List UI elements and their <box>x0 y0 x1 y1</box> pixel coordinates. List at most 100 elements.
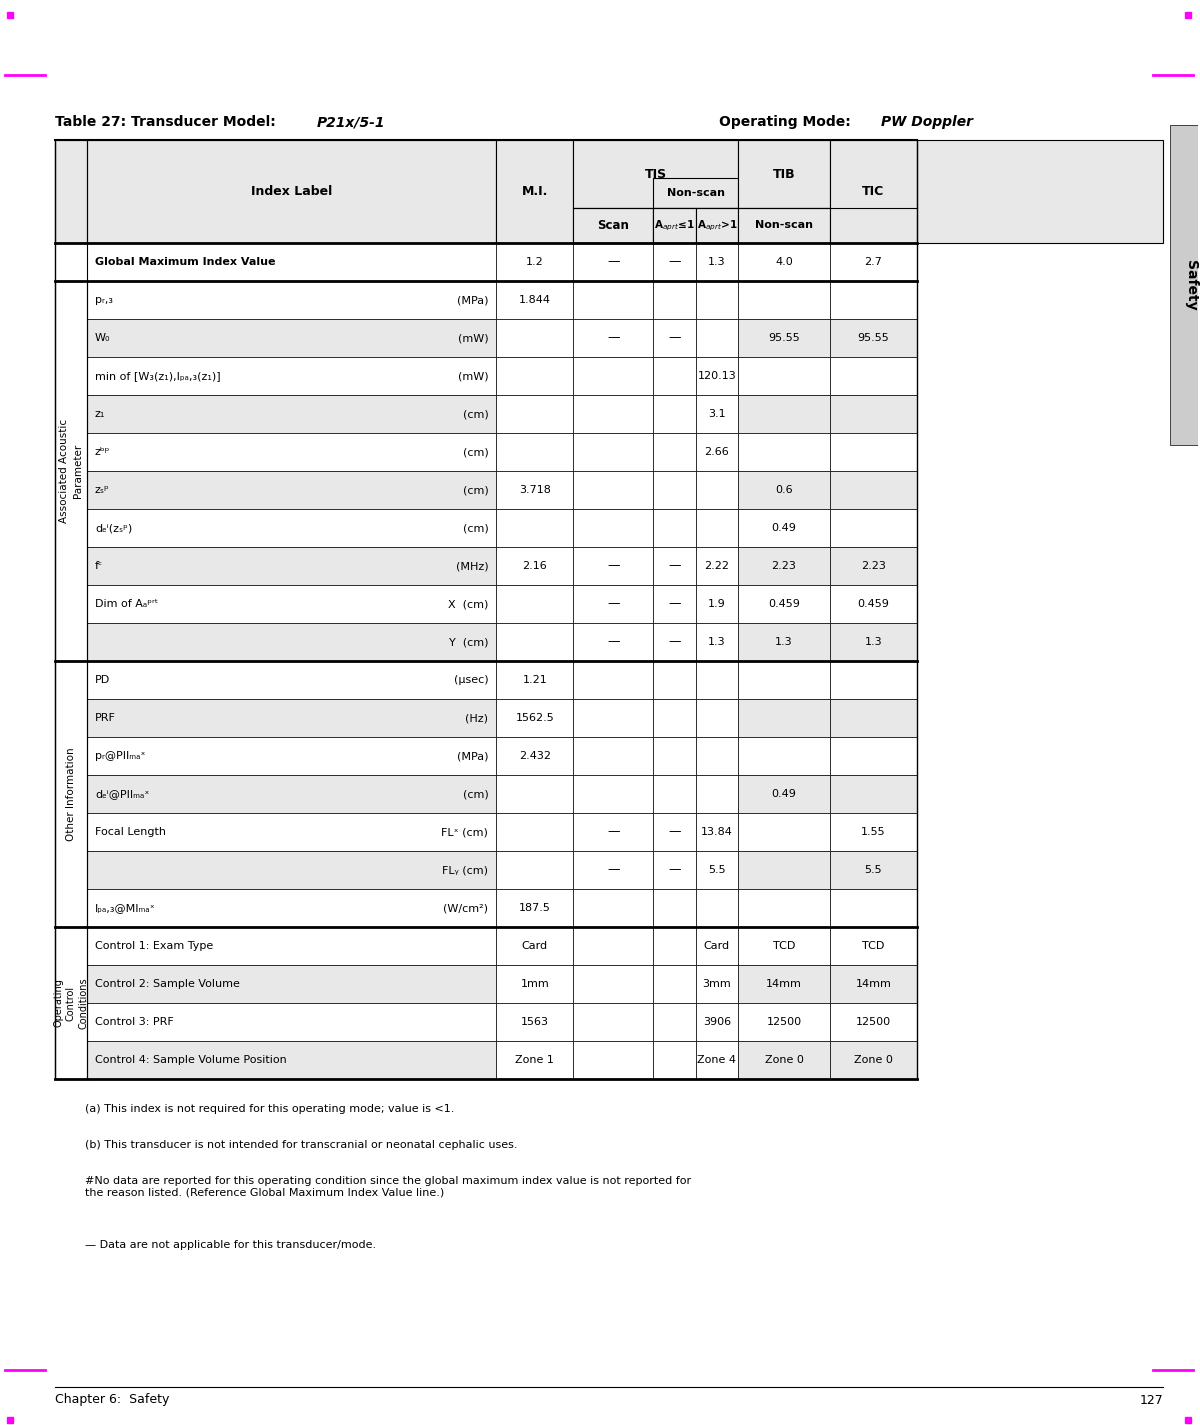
Bar <box>574 775 653 814</box>
Text: 2.432: 2.432 <box>518 751 551 761</box>
Bar <box>574 737 653 775</box>
Bar <box>738 395 830 433</box>
Bar <box>830 928 917 965</box>
Bar <box>738 140 830 208</box>
Bar <box>86 1003 497 1042</box>
Bar <box>738 433 830 472</box>
Text: (μsec): (μsec) <box>454 675 488 685</box>
Bar <box>653 319 696 358</box>
Bar <box>497 395 574 433</box>
Text: —: — <box>668 332 680 345</box>
Bar <box>696 319 738 358</box>
Bar <box>696 509 738 547</box>
Bar <box>830 547 917 586</box>
Text: 14mm: 14mm <box>766 979 802 989</box>
Bar <box>696 281 738 319</box>
Bar <box>738 851 830 889</box>
Text: pᵣ,₃: pᵣ,₃ <box>95 295 113 305</box>
Text: Operating
Control
Conditions: Operating Control Conditions <box>54 978 89 1029</box>
Text: 2.7: 2.7 <box>864 256 882 266</box>
Bar <box>738 775 830 814</box>
Bar <box>830 623 917 661</box>
Text: X  (cm): X (cm) <box>448 598 488 608</box>
Bar <box>653 737 696 775</box>
Text: 1.3: 1.3 <box>708 256 726 266</box>
Text: 95.55: 95.55 <box>858 333 889 343</box>
Bar <box>738 358 830 395</box>
Bar <box>653 208 696 244</box>
Text: (Hz): (Hz) <box>466 712 488 722</box>
Text: PW Doppler: PW Doppler <box>881 115 973 130</box>
Bar <box>738 319 830 358</box>
Text: —: — <box>668 560 680 573</box>
Bar <box>696 208 738 244</box>
Bar <box>86 547 497 586</box>
Bar <box>696 358 738 395</box>
Bar <box>497 661 574 700</box>
Text: —: — <box>607 825 619 838</box>
Text: Scan: Scan <box>598 219 629 232</box>
Bar <box>653 928 696 965</box>
Text: —: — <box>607 597 619 610</box>
Bar <box>497 851 574 889</box>
Bar <box>86 319 497 358</box>
Text: (cm): (cm) <box>463 523 488 533</box>
Bar <box>55 281 86 661</box>
Text: dₑⁱ@PIIₘₐˣ: dₑⁱ@PIIₘₐˣ <box>95 789 149 799</box>
Bar <box>55 244 86 281</box>
Bar <box>738 889 830 928</box>
Text: 2.66: 2.66 <box>704 447 730 457</box>
Text: Zone 0: Zone 0 <box>854 1054 893 1064</box>
Text: —: — <box>668 255 680 268</box>
Text: —: — <box>607 864 619 876</box>
Bar <box>86 928 497 965</box>
Bar <box>653 208 738 244</box>
Text: TCD: TCD <box>862 940 884 950</box>
Bar <box>497 281 574 319</box>
Bar <box>497 623 574 661</box>
Text: Control 1: Exam Type: Control 1: Exam Type <box>95 940 214 950</box>
Text: Non-scan: Non-scan <box>755 221 812 231</box>
Text: 1mm: 1mm <box>521 979 550 989</box>
Bar <box>86 244 497 281</box>
Bar <box>86 281 497 319</box>
Text: 1.9: 1.9 <box>708 598 726 608</box>
Text: Safety: Safety <box>1184 259 1199 311</box>
Text: PRF: PRF <box>95 712 115 722</box>
Text: 0.49: 0.49 <box>772 523 797 533</box>
Bar <box>738 1042 830 1079</box>
Text: pᵣ@PIIₘₐˣ: pᵣ@PIIₘₐˣ <box>95 751 145 761</box>
Text: Zone 0: Zone 0 <box>764 1054 804 1064</box>
Bar <box>830 814 917 851</box>
Bar <box>696 586 738 623</box>
Bar <box>497 319 574 358</box>
Bar <box>574 358 653 395</box>
Bar <box>653 358 696 395</box>
Bar <box>574 700 653 737</box>
Text: —: — <box>668 825 680 838</box>
Bar <box>653 472 696 509</box>
Bar <box>497 509 574 547</box>
Bar <box>696 775 738 814</box>
Text: Control 2: Sample Volume: Control 2: Sample Volume <box>95 979 240 989</box>
Text: Non-scan: Non-scan <box>666 188 725 198</box>
Text: (mW): (mW) <box>457 333 488 343</box>
Text: Chapter 6:  Safety: Chapter 6: Safety <box>55 1394 169 1406</box>
Bar <box>653 433 696 472</box>
Bar <box>574 208 653 244</box>
Bar <box>696 547 738 586</box>
Bar <box>738 965 830 1003</box>
Bar <box>653 623 696 661</box>
Bar <box>574 661 653 700</box>
Text: 12500: 12500 <box>856 1017 890 1027</box>
Bar <box>830 661 917 700</box>
Bar <box>574 433 653 472</box>
Bar <box>497 472 574 509</box>
Text: (cm): (cm) <box>463 485 488 494</box>
Text: Zone 1: Zone 1 <box>515 1054 554 1064</box>
Text: P21x/5-1: P21x/5-1 <box>317 115 385 130</box>
Bar <box>696 700 738 737</box>
Bar <box>574 928 653 965</box>
Bar <box>738 814 830 851</box>
Text: 3906: 3906 <box>703 1017 731 1027</box>
